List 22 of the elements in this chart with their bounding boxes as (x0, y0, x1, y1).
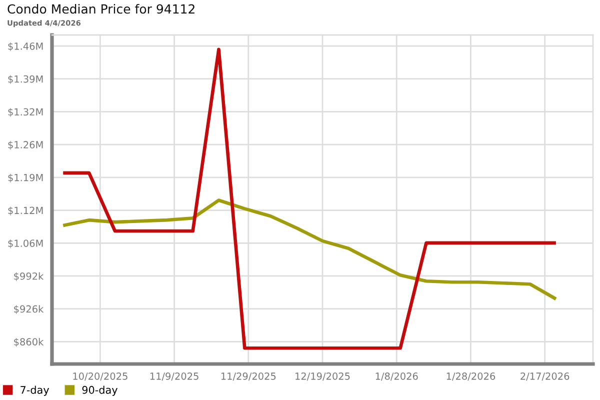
line-series (61, 48, 558, 350)
x-tick-label: 10/20/2025 (73, 372, 128, 381)
y-tick-label: $1.46M (8, 42, 43, 52)
y-tick-label: $1.32M (8, 108, 43, 117)
line-series (61, 198, 558, 301)
x-tick-label: 2/17/2026 (520, 372, 570, 381)
y-tick-label: $1.26M (8, 140, 43, 150)
x-tick-label: 12/19/2025 (296, 372, 350, 381)
y-tick-label: $992k (14, 272, 44, 282)
y-tick-label: $1.12M (8, 206, 43, 216)
y-tick-label: $926k (14, 305, 44, 314)
legend-label: 7-day (20, 386, 50, 396)
y-tick-label: $1.19M (8, 174, 43, 183)
y-tick-label: $860k (14, 338, 44, 347)
legend-label: 90-day (82, 386, 118, 396)
x-tick-label: 11/9/2025 (150, 372, 198, 381)
x-tick-label: 11/29/2025 (221, 372, 276, 381)
x-tick-label: 1/28/2026 (446, 372, 496, 381)
x-tick-label: 1/8/2026 (376, 372, 418, 381)
y-tick-label: $1.39M (8, 75, 43, 84)
chart-title: Condo Median Price for 94112 (8, 4, 194, 14)
y-tick-label: $1.06M (8, 239, 43, 248)
